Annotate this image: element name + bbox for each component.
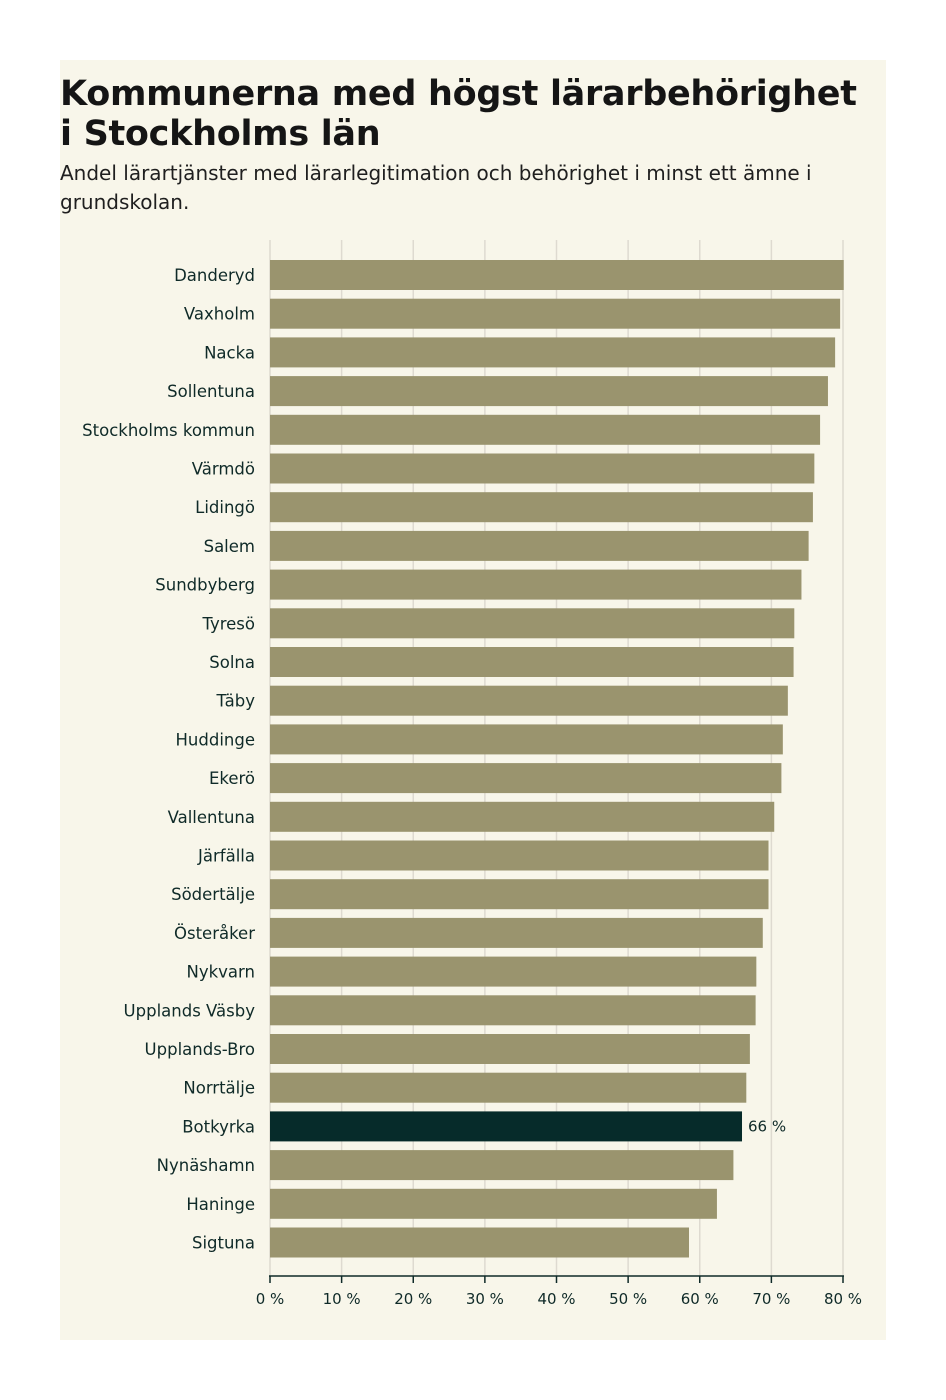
bar [270, 492, 813, 523]
bar [270, 1227, 690, 1258]
bar [270, 453, 815, 484]
category-label: Vallentuna [168, 808, 255, 827]
category-label: Järfälla [197, 847, 255, 866]
bar [270, 414, 821, 445]
bar [270, 298, 841, 329]
x-tick-label: 60 % [681, 1290, 719, 1308]
bar [270, 685, 788, 716]
bar-highlighted [270, 1111, 743, 1142]
bars: Danderyd Vaxholm Nacka Sollentuna Stockholms… [82, 260, 844, 1258]
x-tick-label: 30 % [466, 1290, 504, 1308]
bar [270, 260, 844, 290]
bar [270, 956, 757, 987]
data-label: 66 % [748, 1117, 786, 1135]
category-label: Nynäshamn [157, 1156, 255, 1175]
bar [270, 763, 782, 794]
bar [270, 1188, 717, 1219]
bar [270, 801, 775, 832]
x-tick-label: 70 % [752, 1290, 790, 1308]
bar [270, 995, 756, 1026]
bar [270, 840, 769, 871]
category-label: Haninge [186, 1195, 255, 1214]
x-tick-label: 80 % [824, 1290, 862, 1308]
category-label: Österåker [174, 924, 255, 943]
category-label: Värmdö [192, 460, 255, 479]
bar [270, 917, 763, 948]
category-label: Upplands Väsby [124, 1001, 256, 1020]
category-label: Upplands-Bro [145, 1040, 255, 1059]
chart-title: Kommunerna med högst lärarbehörighet i S… [60, 74, 857, 154]
bar [270, 647, 794, 677]
category-label: Salem [204, 537, 255, 556]
category-label: Ekerö [209, 769, 255, 788]
bar [270, 1150, 734, 1181]
bar [270, 879, 769, 910]
chart-subtitle: Andel lärartjänster med lärarlegitimatio… [60, 161, 812, 214]
category-label: Södertälje [171, 885, 255, 904]
category-label: Sundbyberg [155, 576, 255, 595]
x-tick-label: 20 % [394, 1290, 432, 1308]
bar [270, 376, 828, 407]
category-label: Stockholms kommun [82, 421, 255, 440]
bar [270, 608, 795, 639]
category-label: Norrtälje [183, 1079, 255, 1098]
x-tick-label: 0 % [256, 1290, 285, 1308]
category-label: Sollentuna [167, 382, 255, 401]
category-label: Tyresö [201, 614, 255, 633]
category-label: Sigtuna [192, 1234, 255, 1253]
category-label: Solna [209, 653, 255, 672]
category-label: Botkyrka [182, 1117, 255, 1136]
bar [270, 530, 809, 561]
bar [270, 569, 802, 600]
bar [270, 1072, 747, 1103]
bar [270, 337, 836, 368]
bar [270, 724, 783, 755]
category-label: Danderyd [174, 266, 255, 285]
category-label: Huddinge [176, 730, 255, 749]
gridlines [269, 240, 844, 1276]
category-label: Nacka [204, 343, 255, 362]
category-label: Täby [215, 692, 255, 711]
bar [270, 1034, 750, 1064]
x-tick-label: 50 % [609, 1290, 647, 1308]
x-tick-label: 40 % [537, 1290, 575, 1308]
x-tick-label: 10 % [323, 1290, 361, 1308]
x-axis: 0 % 10 % 20 % 30 % 40 % 50 % 60 % 70 % 80 % [256, 1275, 862, 1308]
category-label: Lidingö [195, 498, 255, 517]
category-label: Vaxholm [184, 305, 255, 324]
category-label: Nykvarn [187, 963, 256, 982]
